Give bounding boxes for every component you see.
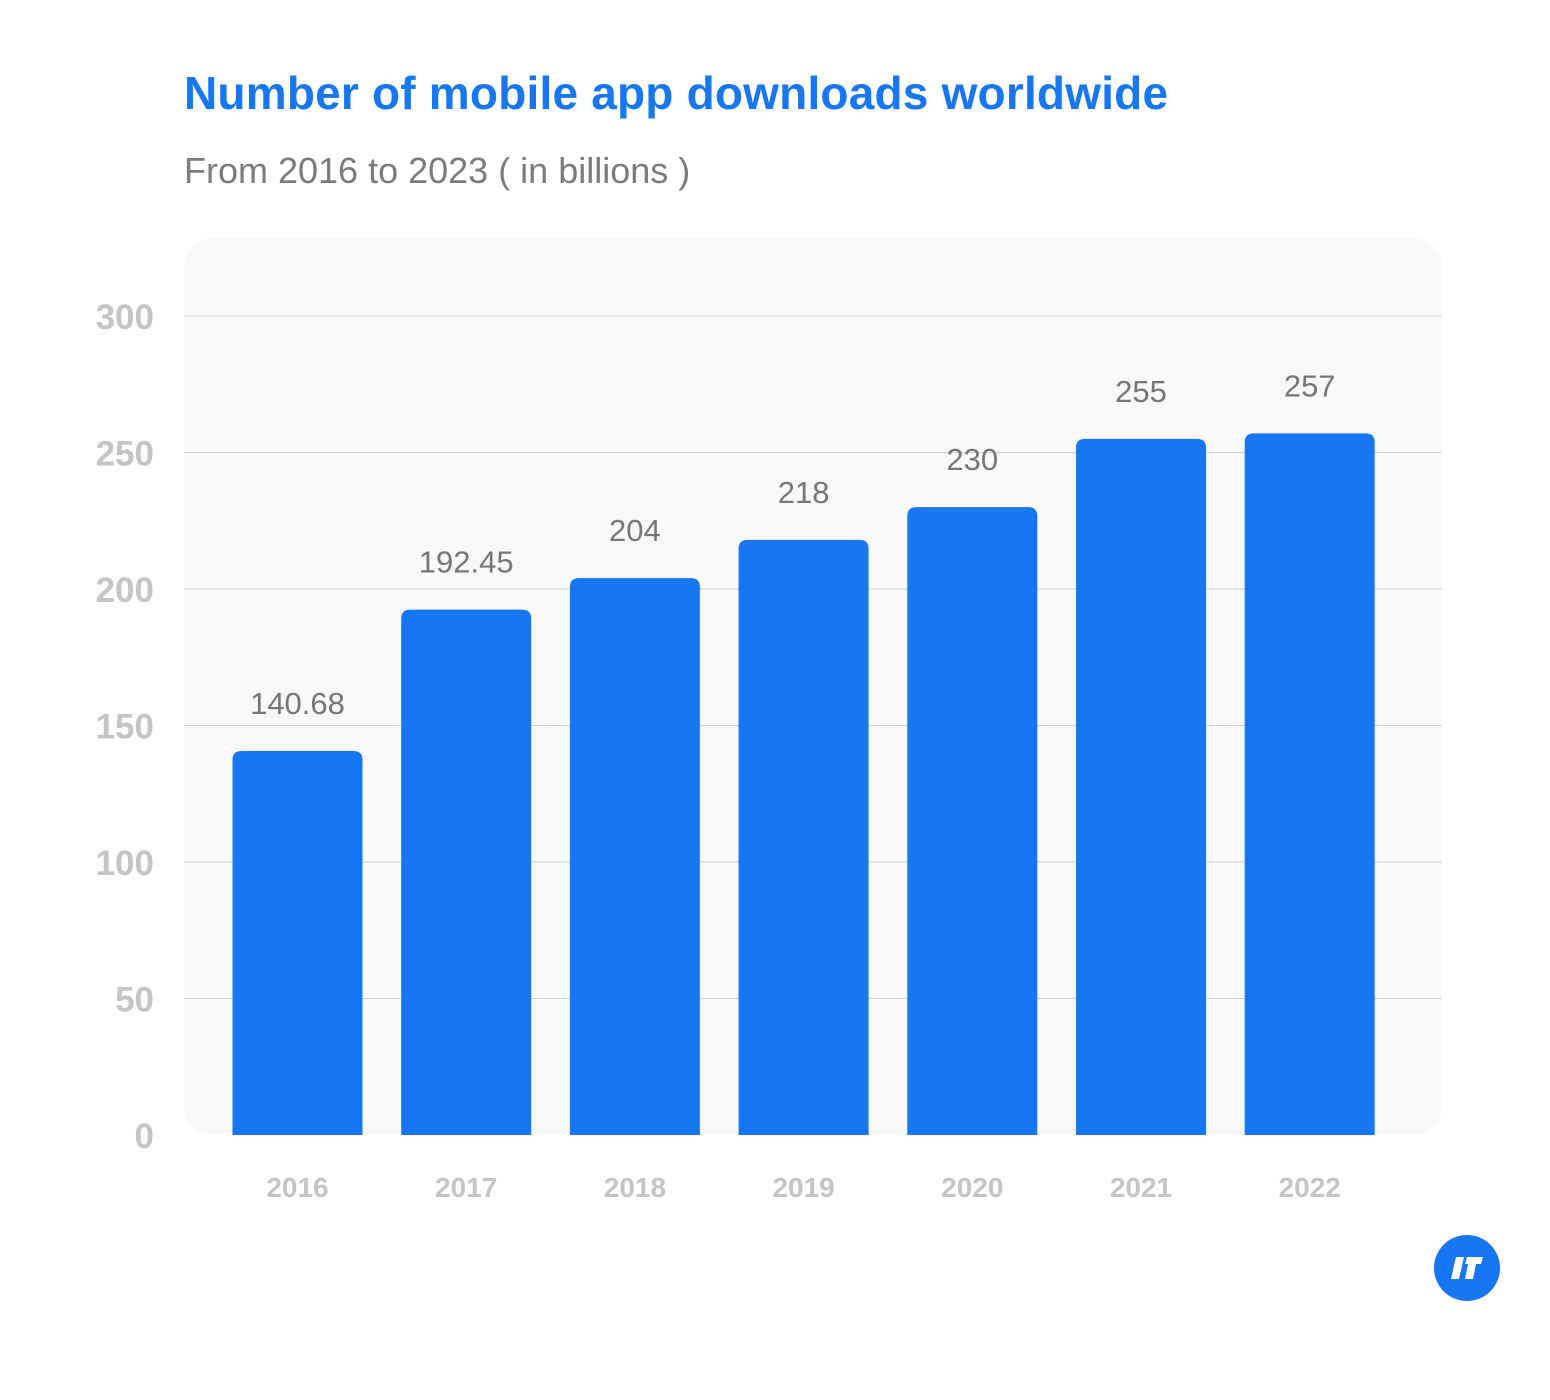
bar-2022: [1244, 433, 1375, 1135]
value-label-2017: 192.45: [419, 545, 514, 580]
chart-subtitle: From 2016 to 2023 ( in billions ): [184, 150, 691, 191]
x-tick-label-2016: 2016: [266, 1172, 328, 1203]
value-label-2018: 204: [609, 513, 661, 548]
y-tick-label: 0: [135, 1117, 154, 1156]
value-label-2016: 140.68: [250, 686, 345, 721]
value-label-2020: 230: [946, 442, 998, 477]
x-axis-ticks: 2016 2017 2018 2019 2020 2021 2022: [266, 1172, 1340, 1203]
value-label-2022: 257: [1284, 368, 1336, 403]
bar-2021: [1076, 438, 1206, 1136]
y-tick-label: 150: [96, 708, 154, 747]
x-tick-label-2017: 2017: [435, 1172, 497, 1203]
y-tick-label: 200: [96, 571, 154, 610]
x-tick-label-2021: 2021: [1110, 1172, 1172, 1203]
x-tick-label-2018: 2018: [604, 1172, 666, 1203]
x-tick-label-2022: 2022: [1279, 1172, 1341, 1203]
bars: [232, 433, 1375, 1136]
y-tick-label: 100: [96, 844, 154, 883]
y-axis-ticks: 0 50 100 150 200 250 300: [96, 298, 154, 1156]
value-label-2021: 255: [1115, 374, 1167, 409]
bar-2017: [401, 609, 532, 1135]
bar-2016: [232, 750, 363, 1135]
value-label-2019: 218: [778, 475, 830, 510]
x-tick-label-2020: 2020: [941, 1172, 1003, 1203]
chart-title: Number of mobile app downloads worldwide: [184, 67, 1169, 119]
y-tick-label: 300: [96, 298, 154, 337]
value-labels: 140.68 192.45 204 218 230 255 257: [250, 368, 1335, 721]
y-tick-label: 50: [115, 981, 154, 1020]
y-tick-label: 250: [96, 435, 154, 474]
bar-2020: [907, 507, 1038, 1136]
bar-2018: [569, 578, 700, 1135]
x-tick-label-2019: 2019: [772, 1172, 834, 1203]
brand-logo-icon: [1434, 1235, 1500, 1301]
bar-2019: [738, 539, 869, 1135]
